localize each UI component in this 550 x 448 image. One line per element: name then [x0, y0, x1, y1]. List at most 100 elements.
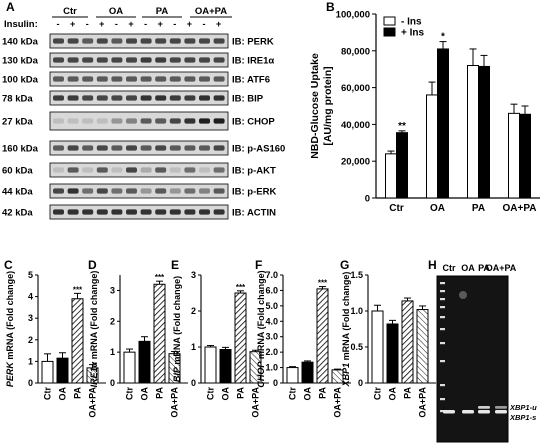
blot-band	[53, 167, 64, 173]
bar	[219, 349, 232, 384]
y-tick-label: 3	[191, 270, 196, 280]
blot-band	[111, 188, 123, 194]
y-tick-label: 0.5	[350, 342, 363, 352]
significance-mark: **	[398, 121, 406, 132]
panel-d: D 0 1 2 3 IRE1α mRNA (Fold change) Ctr OA *** PA O…	[88, 258, 188, 418]
blot-band	[82, 38, 94, 44]
blot-band	[82, 76, 94, 82]
ladder-band	[440, 282, 445, 285]
legend-label: + Ins	[401, 28, 425, 39]
blot-band	[111, 118, 123, 124]
blot-band	[96, 95, 108, 101]
y-tick-label: 60,000	[341, 83, 370, 94]
blot-band	[126, 118, 137, 124]
y-tick-label: 0	[358, 378, 363, 388]
lane-sign: +	[158, 19, 163, 29]
blot-band	[53, 209, 64, 215]
blot-strip	[49, 33, 229, 49]
blot-strip	[49, 162, 229, 178]
ib-label: IB: IRE1α	[232, 56, 274, 67]
blot-strip	[49, 71, 229, 87]
x-tick-label: OA+PA	[333, 387, 343, 418]
panel-h-letter: H	[428, 258, 437, 272]
blot-band	[67, 188, 79, 194]
lane-sign: -	[144, 19, 147, 29]
blot-band	[155, 145, 167, 151]
y-tick-label: 40,000	[341, 120, 370, 131]
blot-band	[199, 167, 210, 173]
blot-band	[155, 188, 167, 194]
blot-band	[96, 38, 108, 44]
x-tick-label: OA	[221, 386, 231, 400]
blot-band	[82, 188, 94, 194]
ladder-band	[440, 398, 445, 401]
ladder-band	[440, 410, 445, 413]
gene-name: IRE1α	[89, 361, 99, 387]
bar	[416, 309, 429, 384]
ib-label: IB: ATF6	[232, 75, 270, 86]
x-tick-label: PA	[318, 387, 328, 399]
ladder-band	[440, 298, 445, 301]
ib-label: IB: CHOP	[232, 117, 275, 128]
blot-band	[67, 38, 79, 44]
blot-band	[111, 57, 123, 63]
blot-band	[53, 38, 64, 44]
blot-band	[155, 38, 167, 44]
group-label: Ctr	[63, 6, 77, 17]
blot-band	[96, 76, 108, 82]
y-tick-label: 3	[28, 313, 33, 323]
lane-sign: +	[216, 19, 221, 29]
blot-band	[169, 38, 181, 44]
bar	[386, 323, 399, 384]
significance-mark: ***	[236, 283, 246, 292]
blot-strip	[49, 111, 229, 131]
y-tick-label: 4	[28, 292, 33, 302]
y-tick-label: 6.0	[265, 285, 278, 295]
blot-band	[184, 145, 196, 151]
band-label-u: XBP1-u	[509, 403, 537, 412]
y-tick-label: 1.0	[350, 306, 363, 316]
bar	[519, 113, 531, 199]
y-tick-label: 20,000	[341, 157, 370, 168]
band-xbp1-s	[478, 406, 490, 409]
lane-sign: +	[70, 19, 75, 29]
bar	[437, 48, 449, 199]
bar	[204, 346, 217, 384]
x-tick-label: OA	[303, 386, 313, 400]
significance-mark: *	[441, 32, 445, 43]
blot-band	[155, 209, 167, 215]
bar	[467, 65, 479, 199]
significance-mark: ***	[155, 273, 165, 282]
y-tick-label: 0	[273, 378, 278, 388]
bar	[286, 367, 299, 384]
y-tick-label: 1	[110, 347, 115, 357]
significance-mark: ***	[73, 285, 83, 294]
blot-band	[126, 145, 137, 151]
blot-band	[213, 118, 225, 124]
ib-label: IB: p-AKT	[232, 166, 276, 177]
blot-band	[213, 209, 225, 215]
blot-band	[169, 118, 181, 124]
y-tick-label: 80,000	[341, 46, 370, 57]
y-tick-label: 0	[110, 378, 115, 388]
blot-band	[67, 209, 79, 215]
x-tick-label: OA+PA	[170, 387, 180, 418]
y-tick-label: 2	[28, 335, 33, 345]
x-tick-label: Ctr	[125, 387, 135, 400]
y-axis-label: BIP mRNA (Fold change)	[172, 276, 182, 382]
band-xbp1-u	[443, 410, 455, 414]
blot-band	[155, 95, 167, 101]
gene-name: BIP	[172, 366, 182, 382]
blot-band	[126, 209, 137, 215]
blot-band	[67, 57, 79, 63]
bar	[234, 292, 247, 384]
gel-lane-label: PA	[478, 263, 490, 273]
bar	[478, 65, 490, 199]
x-tick-label: Ctr	[288, 387, 298, 400]
gel	[436, 275, 509, 443]
blot-band	[126, 57, 137, 63]
blot-band	[82, 145, 94, 151]
blot-band	[53, 145, 64, 151]
gel-lane-label: OA+PA	[486, 263, 517, 273]
